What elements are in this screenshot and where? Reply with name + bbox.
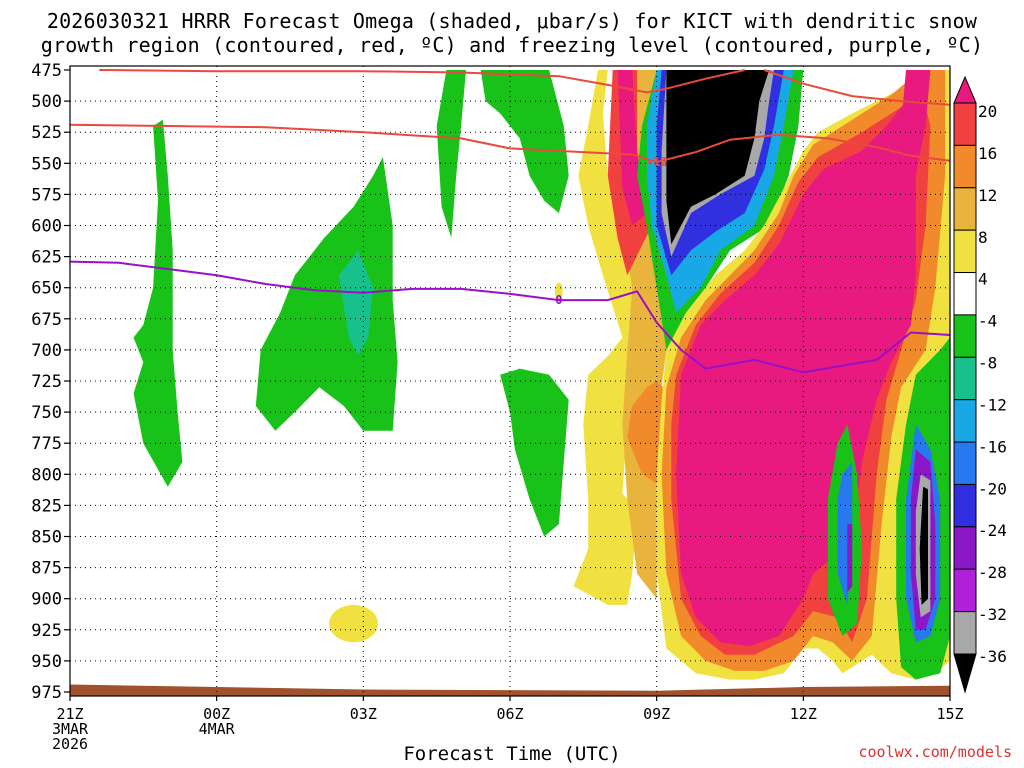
x-tick-label-0-1: 3MAR	[52, 720, 89, 738]
colorbar-label--8: -8	[978, 354, 997, 373]
colorbar-box-1	[953, 144, 977, 189]
y-tick-label-525: 525	[31, 123, 62, 143]
black-core	[666, 70, 770, 245]
colorbar-label--16: -16	[978, 437, 1007, 456]
purple-pocket-1	[847, 524, 853, 593]
colorbar-label-4: 4	[978, 270, 988, 289]
colorbar-box-10	[953, 526, 977, 570]
colorbar-label--36: -36	[978, 647, 1007, 666]
colorbar-top-arrow	[953, 75, 977, 104]
colorbar-label-16: 16	[978, 144, 997, 163]
colorbar-box-11	[953, 568, 977, 613]
yellow-blob-low	[329, 604, 378, 643]
colorbar-label--20: -20	[978, 479, 1007, 498]
contour-1	[70, 123, 950, 164]
colorbar-box-0	[953, 102, 977, 146]
green-column-5	[500, 368, 569, 537]
terrain-strip	[70, 684, 950, 696]
y-tick-label-850: 850	[31, 528, 62, 548]
green-strand-3	[436, 70, 466, 238]
colorbar-label--28: -28	[978, 563, 1007, 582]
colorbar-label-20: 20	[978, 102, 997, 121]
black-pocket-2	[919, 486, 928, 605]
green-column-1	[133, 119, 183, 487]
contour-2	[763, 69, 950, 106]
teal-core-2	[338, 250, 374, 357]
source-credit: coolwx.com/models	[858, 743, 1012, 761]
contour-label-3: 0	[555, 293, 562, 307]
y-tick-label-975: 975	[31, 683, 62, 703]
x-tick-label-3-0: 00Z	[203, 705, 230, 723]
colorbar-label--4: -4	[978, 312, 997, 331]
x-tick-label-15-0: 12Z	[790, 705, 817, 723]
x-tick-label-0-2: 2026	[52, 735, 88, 753]
colorbar-bottom-arrow	[953, 653, 977, 694]
x-tick-label-3-1: 4MAR	[199, 720, 236, 738]
colorbar-box-12	[953, 611, 977, 655]
green-plume-2	[255, 157, 398, 431]
y-tick-label-875: 875	[31, 559, 62, 579]
x-tick-label-12-0: 09Z	[643, 705, 670, 723]
x-tick-label-0-0: 21Z	[56, 705, 83, 723]
y-tick-label-950: 950	[31, 652, 62, 672]
y-tick-label-750: 750	[31, 403, 62, 423]
y-tick-label-475: 475	[31, 61, 62, 81]
x-tick-label-6-0: 03Z	[350, 705, 377, 723]
y-tick-label-700: 700	[31, 341, 62, 361]
yellow-ascent-left	[573, 70, 642, 605]
colorbar-box-9	[953, 483, 977, 528]
colorbar-box-6	[953, 356, 977, 401]
green-column-4	[480, 70, 569, 214]
colorbar-label--24: -24	[978, 521, 1007, 540]
y-tick-label-825: 825	[31, 496, 62, 516]
y-tick-label-925: 925	[31, 621, 62, 641]
colorbar-box-3	[953, 229, 977, 274]
y-tick-label-800: 800	[31, 465, 62, 485]
x-tick-label-18-0: 15Z	[936, 705, 963, 723]
y-tick-label-625: 625	[31, 248, 62, 268]
colorbar-label-12: 12	[978, 186, 997, 205]
colorbar-label-8: 8	[978, 228, 988, 247]
contour-3	[70, 260, 950, 374]
contour-label-1: -12	[646, 155, 668, 169]
contour-0	[99, 69, 745, 94]
y-tick-label-575: 575	[31, 185, 62, 205]
colorbar-label--32: -32	[978, 605, 1007, 624]
colorbar-box-5	[953, 314, 977, 358]
y-tick-label-675: 675	[31, 310, 62, 330]
colorbar-box-8	[953, 441, 977, 485]
colorbar-box-7	[953, 399, 977, 443]
colorbar-box-4	[953, 272, 977, 316]
y-tick-label-725: 725	[31, 372, 62, 392]
colorbar-label--12: -12	[978, 395, 1007, 414]
omega-shading	[70, 70, 950, 696]
y-tick-label-600: 600	[31, 217, 62, 237]
x-axis-title: Forecast Time (UTC)	[403, 743, 621, 765]
y-tick-label-900: 900	[31, 590, 62, 610]
y-tick-label-650: 650	[31, 279, 62, 299]
y-tick-label-550: 550	[31, 154, 62, 174]
yellow-speck	[554, 282, 563, 301]
y-tick-label-775: 775	[31, 434, 62, 454]
chart-title-line1: 2026030321 HRRR Forecast Omega (shaded, …	[46, 9, 978, 33]
colorbar-box-2	[953, 187, 977, 231]
grid-lines	[70, 66, 950, 696]
y-tick-label-500: 500	[31, 92, 62, 112]
x-tick-label-9-0: 06Z	[496, 705, 523, 723]
y-axis: 475 500 525 550 575 600 625 650 675 700 725 750 775 8…	[31, 61, 70, 703]
colorbar: 20 16 12 8 4 -4 -8 -12 -16 -20 -24 -28 -32 -36	[953, 75, 1007, 694]
chart-title-line2: growth region (contoured, red, ºC) and f…	[40, 33, 984, 57]
contour-lines: -12 0	[70, 69, 950, 374]
pink-top-right	[901, 70, 931, 176]
